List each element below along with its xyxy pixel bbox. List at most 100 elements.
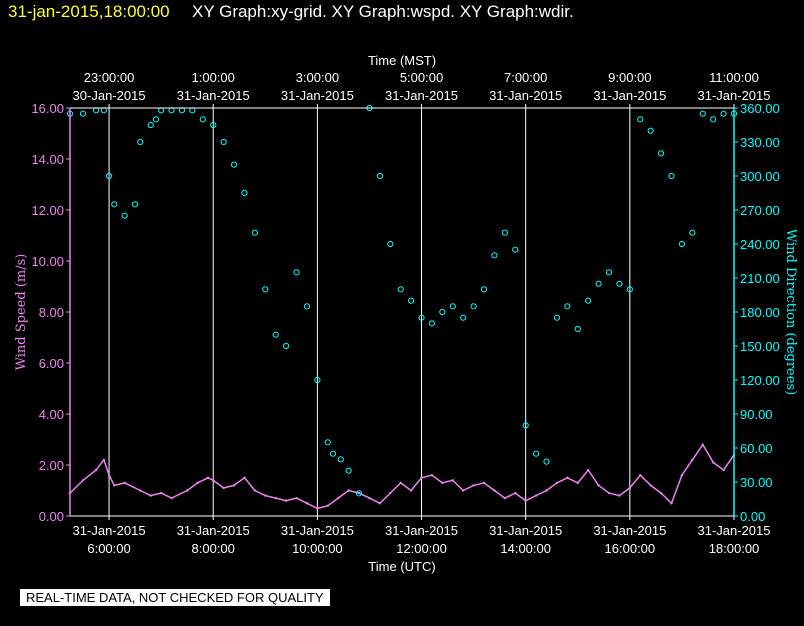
wind-speed-point xyxy=(545,489,548,492)
wind-direction-point xyxy=(303,303,311,310)
wind-speed-point xyxy=(430,474,434,477)
left-tick-label: 14.00 xyxy=(31,152,64,167)
quality-note: REAL-TIME DATA, NOT CHECKED FOR QUALITY xyxy=(20,589,330,606)
right-tick-label: 90.00 xyxy=(740,407,773,422)
wind-speed-line xyxy=(69,443,735,510)
wind-direction-point xyxy=(564,303,571,310)
wind-direction-point xyxy=(152,116,160,123)
top-tick-date: 31-Jan-2015 xyxy=(593,88,666,103)
wind-direction-point xyxy=(626,286,633,293)
wind-direction-point xyxy=(241,189,248,197)
wind-speed-point xyxy=(94,468,98,472)
wind-speed-point xyxy=(81,479,85,482)
wind-speed-point xyxy=(628,486,632,490)
wind-direction-point xyxy=(449,303,456,310)
right-tick-label: 120.00 xyxy=(740,373,780,388)
grid-layer xyxy=(108,108,735,516)
top-tick-date: 31-Jan-2015 xyxy=(698,88,771,103)
right-tick-label: 300.00 xyxy=(740,169,780,184)
header-title: XY Graph:xy-grid. XY Graph:wspd. XY Grap… xyxy=(192,2,574,21)
wind-direction-point xyxy=(668,172,675,180)
wind-direction-point xyxy=(397,286,404,293)
wind-direction-point xyxy=(574,325,581,333)
right-tick-label: 30.00 xyxy=(740,475,773,490)
top-tick-date: 31-Jan-2015 xyxy=(489,88,562,103)
wind-direction-point xyxy=(522,422,529,429)
bottom-tick-date: 31-Jan-2015 xyxy=(698,523,771,538)
top-tick-date: 30-Jan-2015 xyxy=(73,88,146,103)
bottom-tick-date: 31-Jan-2015 xyxy=(489,523,562,538)
wind-speed-point xyxy=(295,496,298,500)
bottom-tick-time: 12:00:00 xyxy=(396,541,447,556)
wind-speed-point xyxy=(378,502,382,505)
plot-frame xyxy=(69,107,735,517)
bottom-tick-time: 8:00:00 xyxy=(192,541,235,556)
wind-speed-point xyxy=(206,476,210,479)
wind-speed-point xyxy=(123,481,126,485)
wind-direction-point xyxy=(355,490,363,497)
left-tick-label: 12.00 xyxy=(31,203,64,218)
wind-direction-point xyxy=(121,212,128,219)
left-tick-label: 8.00 xyxy=(39,305,64,320)
wind-speed-point xyxy=(482,481,486,485)
wind-direction-point xyxy=(293,269,300,276)
wind-direction-point xyxy=(137,138,144,146)
right-tick-label: 150.00 xyxy=(740,339,780,354)
wind-speed-point xyxy=(357,491,361,495)
right-tick-label: 330.00 xyxy=(740,135,780,150)
wind-direction-point xyxy=(314,376,321,384)
right-tick-label: 60.00 xyxy=(740,441,773,456)
wind-direction-point xyxy=(79,110,87,117)
wind-direction-point xyxy=(387,240,394,248)
wind-speed-point xyxy=(243,476,246,479)
wind-direction-point xyxy=(230,161,238,168)
wind-direction-point xyxy=(408,297,415,304)
wind-speed-point xyxy=(368,496,371,500)
right-tick-label: 0.00 xyxy=(740,509,765,524)
wind-direction-point xyxy=(251,229,258,236)
wind-direction-point xyxy=(220,138,227,146)
wind-direction-point xyxy=(470,303,477,310)
left-tick-label: 2.00 xyxy=(39,458,64,473)
wind-direction-point xyxy=(647,127,654,134)
top-tick-time: 23:00:00 xyxy=(84,70,135,85)
wind-direction-point xyxy=(418,314,425,321)
wind-direction-point xyxy=(512,246,519,253)
wind-speed-point xyxy=(170,496,173,500)
wind-speed-point xyxy=(222,486,225,490)
wind-direction-point xyxy=(337,456,344,463)
wind-speed-point xyxy=(139,489,142,492)
top-tick-date: 31-Jan-2015 xyxy=(177,88,250,103)
wind-speed-point xyxy=(326,504,329,507)
bottom-tick-date: 31-Jan-2015 xyxy=(177,523,250,538)
wind-speed-point xyxy=(597,484,600,487)
wind-speed-point xyxy=(212,479,215,482)
wind-speed-point xyxy=(399,481,402,485)
wind-direction-point xyxy=(720,110,727,117)
wind-direction-point xyxy=(605,269,613,276)
wind-direction-point xyxy=(428,320,436,327)
top-axis-title: Time (MST) xyxy=(368,53,436,68)
wind-speed-point xyxy=(649,484,652,487)
bottom-tick-date: 31-Jan-2015 xyxy=(281,523,354,538)
header-datetime: 31-jan-2015,18:00:00 xyxy=(8,2,170,21)
wind-speed-point xyxy=(607,491,611,495)
wind-direction-point xyxy=(199,116,206,123)
top-tick-date: 31-Jan-2015 xyxy=(281,88,354,103)
bottom-tick-time: 18:00:00 xyxy=(709,541,760,556)
wind-speed-point xyxy=(102,458,106,462)
wind-direction-point xyxy=(324,439,331,446)
wind-direction-point xyxy=(210,121,217,129)
wind-speed-point xyxy=(185,489,189,492)
wind-direction-point xyxy=(710,116,717,123)
wind-speed-point xyxy=(680,474,684,477)
bottom-tick-time: 14:00:00 xyxy=(500,541,551,556)
wind-direction-point xyxy=(262,286,269,293)
wind-speed-point xyxy=(722,468,725,472)
bottom-tick-time: 10:00:00 xyxy=(292,541,343,556)
wind-speed-point xyxy=(284,499,288,502)
bottom-axis-title: Time (UTC) xyxy=(368,559,435,574)
top-tick-time: 9:00:00 xyxy=(608,70,651,85)
wind-direction-point xyxy=(678,240,686,248)
